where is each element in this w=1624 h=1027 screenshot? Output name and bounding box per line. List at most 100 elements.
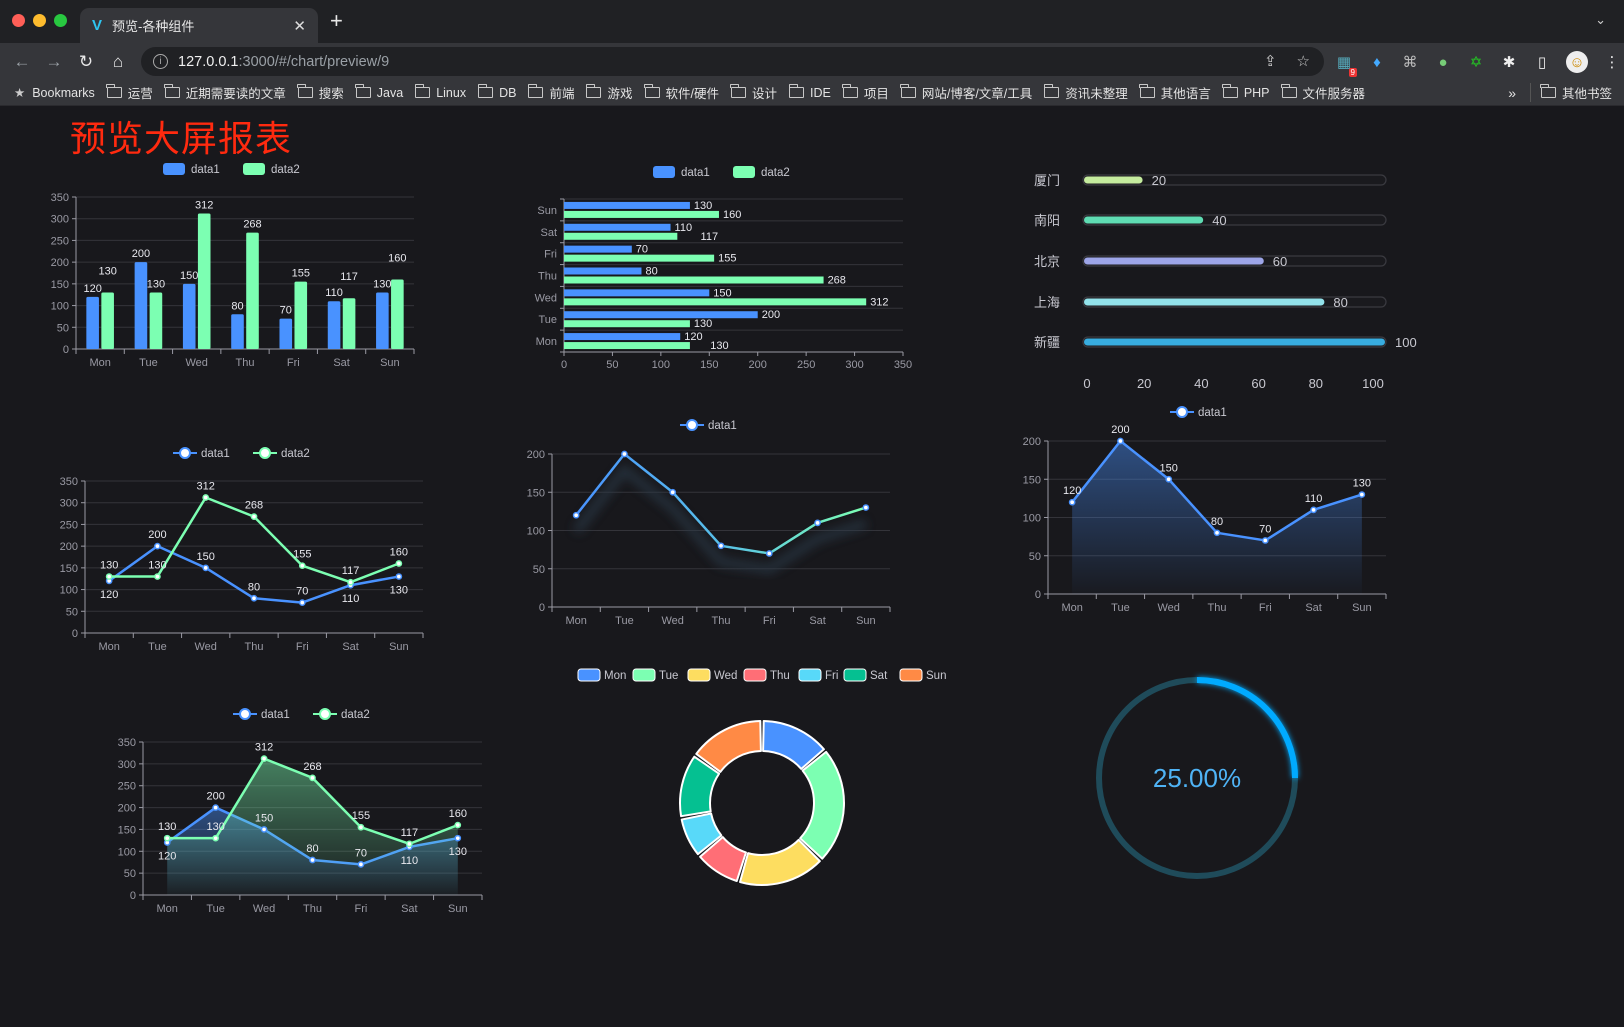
y-tick-label: 300 [60, 498, 78, 510]
bookmark-folder[interactable]: 文件服务器 [1281, 83, 1365, 102]
data-label: 80 [306, 843, 318, 855]
bookmark-folder-label: 资讯未整理 [1065, 87, 1128, 101]
point-data1-Mon [1068, 498, 1076, 506]
y-tick-label: 50 [1029, 551, 1041, 563]
other-bookmarks-folder[interactable]: 其他书签 [1529, 83, 1612, 102]
x-tick-label: Sun [1352, 602, 1372, 614]
bookmark-folder[interactable]: 游戏 [585, 83, 633, 102]
browser-menu-icon[interactable]: ⋮ [1604, 54, 1620, 71]
bookmark-folder[interactable]: 资讯未整理 [1043, 83, 1128, 102]
bookmark-folder[interactable]: 搜索 [297, 83, 344, 102]
extension-diamond-icon[interactable]: ♦ [1373, 53, 1381, 71]
x-tick-label: Sun [856, 615, 876, 627]
bookmark-folder[interactable]: 网站/博客/文章/工具 [900, 83, 1032, 102]
point-data1-Thu [1213, 529, 1221, 537]
data-label: 160 [390, 547, 408, 559]
bookmark-folder[interactable]: Linux [414, 83, 466, 102]
maximize-window-button[interactable] [54, 14, 67, 27]
bar-data2-Tue [149, 292, 163, 349]
y-tick-label: 150 [60, 563, 78, 575]
minimize-window-button[interactable] [33, 14, 46, 27]
data-label: 120 [1063, 485, 1081, 497]
browser-tab[interactable]: V 预览-各种组件 ✕ [80, 8, 318, 43]
legend-label-data1: data1 [708, 420, 737, 432]
folder-icon [842, 84, 858, 98]
bar-data2-Thu [246, 232, 259, 349]
profile-avatar[interactable]: ☺ [1566, 51, 1588, 73]
extension-command-icon[interactable]: ⌘ [1402, 54, 1418, 71]
bookmark-folder[interactable]: IDE [788, 83, 831, 102]
close-window-button[interactable] [12, 14, 25, 27]
point-data1-Fri [298, 599, 306, 606]
bookmark-folder[interactable]: Java [355, 83, 403, 102]
point-data2-Thu [250, 513, 258, 520]
point-data2-Sun [454, 821, 462, 829]
reload-icon[interactable]: ↻ [78, 51, 94, 71]
address-bar[interactable]: i 127.0.0.1:3000/#/chart/preview/9 ⇪ ☆ [141, 47, 1324, 76]
x-tick-label: Wed [1158, 602, 1180, 614]
bar-data1-Sat [327, 301, 341, 349]
bookmark-folder[interactable]: 其他语言 [1139, 83, 1211, 102]
bookmark-folder[interactable]: 运营 [106, 83, 153, 102]
data-label: 200 [132, 248, 150, 260]
data-label: 120 [684, 331, 702, 343]
bar-data1-Tue [134, 262, 148, 349]
x-tick-label: 100 [1362, 376, 1384, 391]
data-label: 268 [828, 275, 846, 287]
y-tick-label: 50 [66, 606, 78, 618]
legend-marker-data2 [259, 447, 271, 459]
legend-label-Sun: Sun [926, 670, 946, 682]
legend-label-data2: data2 [341, 709, 370, 721]
extension-circle-icon[interactable]: ● [1438, 53, 1448, 71]
bookmark-folder[interactable]: 设计 [730, 83, 777, 102]
bookmark-folder[interactable]: PHP [1222, 83, 1270, 102]
legend-label-data1: data1 [191, 164, 220, 176]
y-tick-label: 300 [51, 214, 69, 226]
bar-data1-Fri [564, 245, 632, 253]
point-data1-Fri [1261, 537, 1269, 544]
folder-icon [477, 84, 494, 98]
x-tick-label: Wed [195, 641, 217, 653]
extension-star-icon[interactable]: ✡ [1469, 54, 1483, 71]
bookmarks-button[interactable]: ★ Bookmarks [14, 85, 95, 101]
side-panel-icon[interactable]: ▯ [1537, 54, 1547, 71]
point-data1-Mon [572, 511, 580, 519]
bookmark-folder[interactable]: 项目 [842, 83, 889, 102]
bar-data2-Sat [564, 232, 678, 240]
bar-data2-Wed [197, 213, 211, 349]
window-controls [12, 14, 67, 27]
bookmark-folder-label: 设计 [751, 87, 777, 101]
page-title: 预览大屏报表 [70, 118, 293, 159]
point-data2-Mon [105, 573, 113, 580]
line-shadow-data1 [572, 463, 868, 575]
home-icon[interactable]: ⌂ [112, 51, 124, 71]
forward-icon[interactable]: → [45, 51, 63, 71]
legend-label-Thu: Thu [770, 670, 790, 682]
y-tick-label: Sat [540, 227, 557, 239]
more-bookmarks-button[interactable]: » [1508, 84, 1516, 101]
extensions-puzzle-icon[interactable]: ✱ [1502, 54, 1516, 71]
back-icon[interactable]: ← [13, 51, 31, 71]
tab-search-chevron-icon[interactable]: ⌄ [1595, 12, 1606, 27]
progress-label: 南阳 [1034, 213, 1060, 228]
folder-icon [1139, 84, 1155, 98]
bookmark-folder[interactable]: DB [477, 83, 516, 102]
share-icon[interactable]: ⇪ [1263, 53, 1277, 70]
x-tick-label: Tue [1111, 602, 1130, 614]
progress-value: 60 [1273, 254, 1287, 269]
bookmark-folder[interactable]: 近期需要读的文章 [164, 83, 286, 102]
legend-swatch-data2 [243, 163, 265, 175]
donut-slice-Tue [799, 750, 845, 860]
bookmark-folder[interactable]: 前端 [527, 83, 574, 102]
folder-icon [355, 84, 371, 98]
close-tab-icon[interactable]: ✕ [293, 17, 306, 35]
data-label: 155 [718, 253, 736, 265]
extension-grid-icon[interactable]: ▦ 9 [1336, 54, 1357, 77]
bookmark-folder[interactable]: 软件/硬件 [644, 83, 719, 102]
legend-label-Mon: Mon [604, 670, 626, 682]
site-info-icon[interactable]: i [153, 54, 168, 69]
new-tab-button[interactable]: + [330, 8, 343, 33]
legend-label-data1: data1 [681, 167, 710, 179]
bookmark-star-icon[interactable]: ☆ [1296, 53, 1310, 70]
donut-slice-Thu [699, 836, 747, 883]
